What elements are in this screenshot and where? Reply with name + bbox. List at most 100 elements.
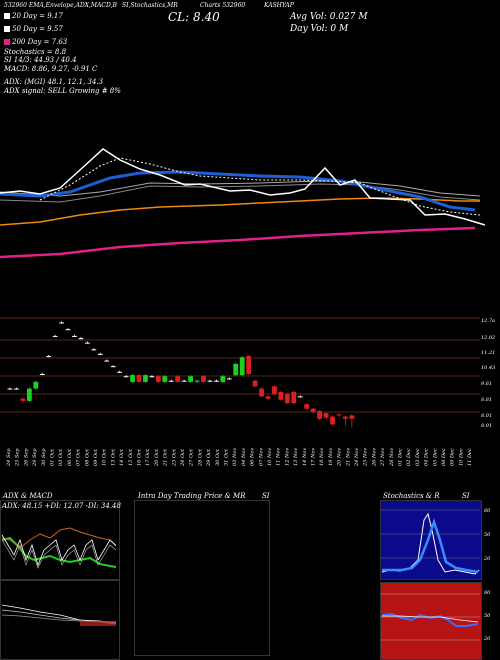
candle-body [59, 322, 64, 324]
date-tick: 13 Oct [110, 448, 116, 466]
price-tick-1: 12.02 [481, 335, 496, 341]
legend-20dma: 20 Day = 9.17 [4, 12, 63, 20]
candle-body [181, 380, 187, 382]
date-tick: 09 Dec [450, 448, 456, 466]
price-tick-5: 8.81 [481, 397, 493, 403]
candle-body [52, 335, 58, 337]
candle-body [162, 376, 168, 382]
date-tick: 02 Dec [406, 448, 412, 466]
date-tick: 15 Oct [128, 448, 134, 466]
date-tick: 13 Nov [293, 448, 299, 466]
candle-body [143, 375, 148, 382]
candle-body [201, 376, 206, 382]
stoch-axis-80: 80 [484, 508, 491, 514]
stoch-panel-title: Stochastics & R [383, 492, 440, 500]
candle-body [46, 356, 52, 358]
date-tick: 17 Oct [145, 448, 151, 466]
price-tick-7: 8.01 [481, 423, 493, 429]
date-tick: 10 Oct [102, 448, 108, 466]
date-tick: 04 Dec [424, 448, 430, 466]
date-tick: 23 Oct [171, 448, 177, 467]
date-tick: 07 Nov [258, 448, 264, 466]
price-tick-4: 9.61 [481, 381, 493, 387]
adx-white-line [1, 534, 117, 567]
adx-panel-title: ADX & MACD [3, 492, 53, 500]
si-axis-80: 80 [484, 590, 491, 596]
date-tick: 07 Oct [76, 448, 82, 466]
ma-200-line [0, 226, 476, 259]
date-tick: 11 Nov [276, 448, 282, 466]
legend-50dma: 50 Day = 9.57 [4, 25, 63, 33]
ma-grey-line-1 [0, 180, 481, 197]
candle-body [130, 375, 135, 382]
candle-body [78, 338, 84, 340]
candle-body [220, 376, 226, 382]
candle-body [233, 363, 239, 376]
adx-values: ADX: 48.15 +DI: 12.07 -DI: 34.48 [2, 502, 121, 510]
candle-body [278, 391, 284, 400]
date-tick: 12 Nov [284, 448, 290, 466]
date-tick: 10 Nov [267, 448, 273, 466]
stoch-blue-line [382, 518, 479, 574]
candle-body [214, 380, 219, 382]
candle-body [117, 371, 123, 373]
candle-body [291, 391, 297, 404]
candle-body [336, 414, 342, 416]
candle-body [91, 349, 97, 351]
adx-orange-line [1, 527, 117, 549]
date-tick: 08 Dec [441, 448, 447, 466]
date-tick: 01 Dec [398, 448, 404, 466]
candle-body [168, 380, 174, 382]
date-tick: 06 Nov [250, 448, 256, 466]
header-indicators: 532960 EMA,Envelope,ADX,MACD,B [4, 2, 117, 9]
intra-panel-si: SI [262, 492, 270, 500]
date-tick: 16 Oct [137, 448, 143, 466]
date-tick: 19 Nov [328, 448, 334, 466]
macd-histogram [80, 621, 116, 626]
candles [7, 321, 355, 428]
candle-body [343, 416, 348, 419]
candle-body [149, 376, 155, 378]
price-tick-3: 10.43 [481, 365, 496, 371]
date-tick: 03 Dec [415, 448, 421, 466]
candle-body [85, 342, 90, 344]
date-tick: 09 Oct [93, 448, 99, 466]
date-tick: 24 Oct [180, 448, 186, 467]
stoch-panel-si: SI [462, 492, 470, 500]
candle-body [20, 398, 26, 401]
ma-grey-line-2 [0, 183, 481, 203]
header-stochastics: SI,Stochastics,MR [122, 2, 178, 9]
candle-body [7, 388, 13, 390]
legend-si: SI 14/3: 44.93 / 40.4 [4, 56, 77, 64]
date-tick: 04 Nov [241, 448, 247, 466]
date-tick: 21 Oct [163, 448, 169, 467]
header-symbol: KASHYAP [264, 2, 294, 9]
legend-macd: MACD: 8.86, 9.27, -0.91 C [4, 65, 98, 73]
candle-body [155, 376, 161, 382]
date-tick: 28 Oct [197, 448, 203, 467]
header-code: Charts 532960 [200, 2, 246, 9]
legend-adx: ADX: (MGI) 48.1, 12.1, 34.3 [4, 78, 104, 86]
price-tick-2: 11.21 [481, 350, 496, 356]
date-tick: 30 Sep [41, 448, 47, 466]
adx-panel [0, 500, 120, 580]
legend-adx-signal: ADX signal: SELL Growing # 8% [4, 87, 121, 95]
candle-body [33, 381, 39, 389]
candle-body [323, 413, 329, 418]
date-tick: 18 Nov [319, 448, 325, 466]
date-tick: 29 Sep [32, 448, 38, 467]
date-tick: 24 Nov [354, 448, 360, 467]
date-tick: 25 Sep [15, 448, 21, 467]
date-tick: 28 Nov [389, 448, 395, 467]
stoch-axis-50: 50 [484, 532, 491, 538]
date-tick: 25 Nov [363, 448, 369, 467]
price-tick-6: 8.01 [481, 413, 493, 419]
date-tick: 06 Oct [67, 448, 73, 466]
stoch-axis-20: 20 [484, 556, 491, 562]
candle-body [104, 360, 110, 362]
candle-body [349, 415, 355, 419]
date-tick: 05 Dec [432, 448, 438, 466]
